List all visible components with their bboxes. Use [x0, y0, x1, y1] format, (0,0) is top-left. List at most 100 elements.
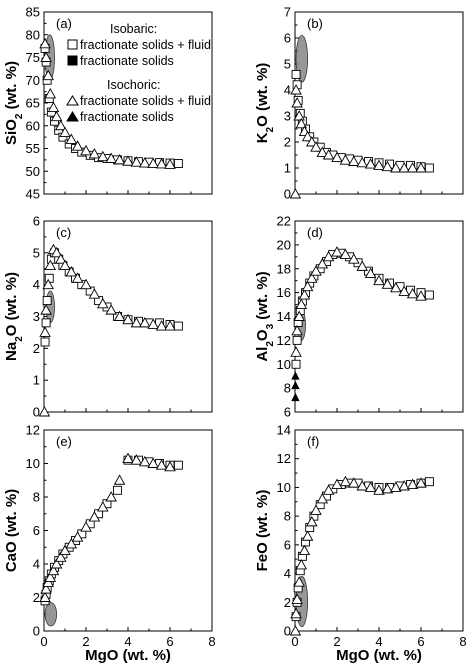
y-tick-label: 0 — [284, 624, 291, 639]
x-axis-title: MgO (wt. %) — [336, 647, 422, 664]
data-point-triangle — [50, 246, 63, 258]
data-point-triangle — [122, 452, 134, 463]
data-point-triangle — [322, 484, 335, 495]
data-point-triangle — [348, 477, 360, 488]
data-point-triangle — [331, 478, 343, 490]
data-point-triangle — [293, 576, 305, 587]
data-point-triangle — [310, 504, 322, 515]
data-point-triangle — [122, 313, 134, 325]
data-point-triangle — [164, 158, 176, 169]
data-point-triangle — [147, 457, 159, 468]
data-point-triangle — [44, 87, 57, 99]
data-point-triangle — [71, 272, 84, 283]
legend-isobaric-title: Isobaric: — [110, 22, 157, 36]
data-point-triangle — [364, 158, 377, 169]
y-tick-label: 18 — [277, 261, 291, 276]
x-tick-label: 2 — [333, 634, 340, 649]
data-point-triangle — [105, 152, 117, 163]
y-tick-label: 8 — [284, 509, 291, 524]
x-tick-label: 4 — [124, 634, 131, 649]
y-tick-label: 4 — [33, 557, 40, 572]
data-point-triangle — [97, 501, 109, 512]
data-point-triangle — [139, 157, 151, 168]
data-point-triangle — [381, 278, 394, 289]
panel-tag: (a) — [56, 16, 72, 31]
data-point-triangle — [40, 51, 52, 62]
data-point-triangle — [44, 571, 57, 582]
data-point-square — [42, 296, 52, 306]
panel-c: 0 1 2 3 4 5 6 (c) Na2O (wt. %) — [3, 214, 213, 420]
data-point-triangle — [113, 153, 126, 165]
data-point-triangle — [289, 188, 302, 199]
data-point-triangle — [316, 258, 329, 269]
data-point-square — [173, 321, 183, 331]
data-point-triangle — [290, 607, 302, 619]
x-tick-label: 8 — [459, 634, 466, 649]
y-tick-label: 1 — [284, 161, 291, 176]
panel-f: 0 2 4 6 8 10 12 14 0 2 4 6 8 (f) FeO (wt. %) MgO (wt. %… — [254, 423, 467, 665]
data-point-triangle — [293, 110, 305, 121]
y-tick-label: 8 — [33, 490, 40, 505]
data-point-triangle — [88, 148, 101, 159]
data-point-triangle — [331, 246, 343, 257]
y-tick-label: 70 — [26, 73, 40, 88]
data-point-triangle — [39, 326, 51, 337]
y-tick-label: 3 — [284, 109, 291, 124]
legend-isochoric-solids: fractionate solids — [80, 110, 174, 124]
y-tick-label: 6 — [33, 214, 40, 229]
data-point-triangle — [356, 480, 368, 491]
data-point-square — [291, 359, 301, 369]
data-point-triangle — [44, 259, 57, 271]
data-point-triangle — [301, 280, 314, 292]
data-point-triangle — [55, 119, 67, 131]
y-tick-label: 14 — [277, 423, 291, 438]
data-point-triangle — [55, 551, 67, 562]
data-point-triangle — [381, 482, 394, 494]
y-tick-label: 80 — [26, 27, 40, 42]
data-point-triangle — [88, 511, 101, 522]
data-point-triangle — [42, 69, 54, 81]
legend: Isobaric: fractionate solids + fluid fra… — [66, 22, 211, 124]
data-point-triangle — [55, 253, 67, 264]
data-point-triangle — [80, 278, 92, 290]
data-point-triangle — [373, 159, 385, 170]
y-tick-label: 5 — [284, 57, 291, 72]
legend-square-open-icon — [67, 39, 78, 50]
y-tick-label: 6 — [284, 31, 291, 46]
y-axis-title: FeO (wt. %) — [254, 490, 271, 572]
y-tick-label: 0 — [284, 187, 291, 202]
legend-triangle-open-icon — [66, 95, 79, 106]
data-point-triangle — [39, 37, 51, 49]
data-point-triangle — [130, 316, 143, 328]
data-point-triangle — [155, 158, 168, 169]
plot-frame — [294, 220, 464, 413]
y-axis-title: SiO2 (wt. %) — [3, 61, 25, 145]
y-tick-label: 2 — [284, 595, 291, 610]
data-point-triangle — [406, 162, 419, 173]
y-tick-label: 6 — [284, 405, 291, 420]
y-tick-label: 55 — [26, 141, 40, 156]
data-point-triangle — [415, 477, 427, 488]
data-point-triangle — [406, 478, 419, 490]
data-point-triangle — [122, 155, 134, 166]
y-tick-label: 50 — [26, 164, 40, 179]
data-point-triangle — [306, 136, 318, 147]
data-point-triangle — [164, 320, 176, 331]
data-point-square — [173, 460, 183, 470]
data-point-square — [40, 337, 50, 347]
data-point-triangle — [80, 521, 92, 532]
data-point-triangle — [59, 259, 71, 271]
y-tick-label: 10 — [26, 456, 40, 471]
data-point-triangle — [50, 558, 63, 569]
legend-isochoric-fluid: fractionate solids + fluid — [80, 94, 211, 108]
data-point-triangle — [364, 267, 377, 278]
data-point-triangle — [139, 455, 151, 467]
panel-tag: (c) — [56, 225, 71, 240]
y-tick-label: 0 — [33, 624, 40, 639]
data-point-triangle-filled — [291, 392, 300, 402]
y-axis-title: Al2O3 (wt. %) — [254, 271, 276, 361]
data-point-triangle — [40, 304, 52, 315]
data-point-triangle — [290, 84, 302, 95]
